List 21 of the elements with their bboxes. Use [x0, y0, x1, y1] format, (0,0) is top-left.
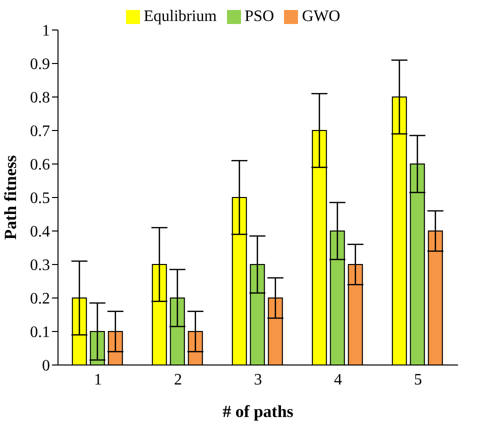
x-tick-label: 4: [334, 371, 342, 388]
legend-label: Equlibrium: [144, 8, 217, 25]
y-tick-label: 0.5: [30, 190, 50, 208]
y-tick-label: 0.9: [30, 56, 50, 74]
x-axis-title: # of paths: [222, 402, 294, 421]
y-axis-title: Path fitness: [1, 154, 20, 240]
y-tick-label: 0.8: [30, 90, 50, 107]
y-tick-label: 0.3: [30, 257, 50, 274]
y-tick-label: 0.2: [30, 290, 50, 308]
y-tick-label: 0: [42, 358, 50, 375]
legend-label: GWO: [302, 8, 340, 25]
y-tick-label: 0.4: [30, 224, 50, 241]
y-tick-label: 0.1: [30, 324, 50, 342]
y-tick-label: 1: [42, 22, 50, 40]
y-tick-label: 0.7: [30, 123, 50, 140]
y-tick-label: 0.6: [30, 156, 50, 174]
x-tick-label: 1: [94, 371, 102, 388]
x-tick-label: 5: [414, 371, 422, 388]
x-tick-label: 3: [254, 371, 262, 388]
legend-label: PSO: [244, 8, 274, 25]
x-tick-label: 2: [174, 371, 182, 388]
